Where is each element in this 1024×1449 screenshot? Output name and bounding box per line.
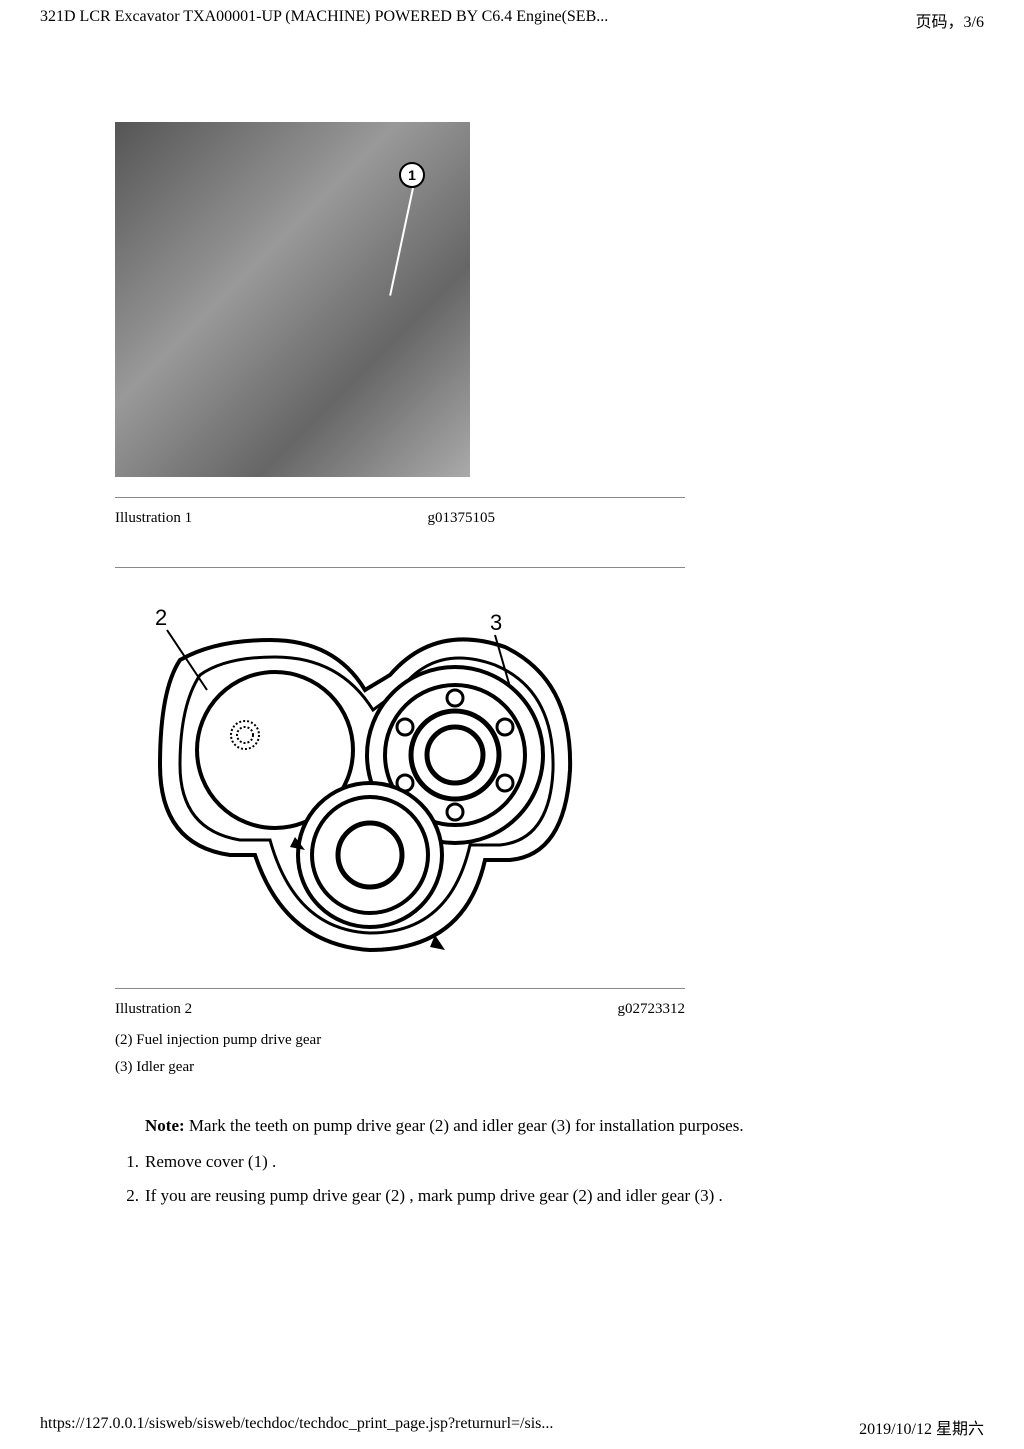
legend-item-2: (2) Fuel injection pump drive gear bbox=[115, 1032, 944, 1049]
steps-list: 1. Remove cover (1) . 2. If you are reus… bbox=[115, 1152, 944, 1206]
callout-1-bubble: 1 bbox=[399, 162, 425, 188]
page-header: 321D LCR Excavator TXA00001-UP (MACHINE)… bbox=[0, 0, 1024, 52]
step-1-text: Remove cover (1) . bbox=[145, 1152, 276, 1172]
illustration-1-photo: 1 bbox=[115, 122, 470, 477]
diagram-label-3: 3 bbox=[490, 610, 502, 635]
illustration-2-diagram: 2 3 bbox=[125, 595, 595, 965]
step-1: 1. Remove cover (1) . bbox=[115, 1152, 944, 1172]
bolt-hole bbox=[497, 775, 513, 791]
legend-item-3: (3) Idler gear bbox=[115, 1059, 944, 1076]
footer-url: https://127.0.0.1/sisweb/sisweb/techdoc/… bbox=[40, 1415, 553, 1439]
legend-list: (2) Fuel injection pump drive gear (3) I… bbox=[115, 1032, 944, 1076]
illustration-1-code: g01375105 bbox=[428, 510, 496, 527]
note-text: Note: Mark the teeth on pump drive gear … bbox=[145, 1116, 944, 1136]
divider bbox=[115, 988, 685, 989]
note-body: Mark the teeth on pump drive gear (2) an… bbox=[185, 1116, 744, 1135]
illustration-2-code: g02723312 bbox=[618, 1001, 686, 1018]
step-1-number: 1. bbox=[115, 1152, 145, 1172]
step-2-number: 2. bbox=[115, 1186, 145, 1206]
header-title: 321D LCR Excavator TXA00001-UP (MACHINE)… bbox=[40, 8, 608, 32]
illustration-1-label: Illustration 1 bbox=[115, 510, 192, 527]
divider bbox=[115, 497, 685, 498]
footer-date: 2019/10/12 星期六 bbox=[859, 1415, 984, 1439]
bolt-hole bbox=[447, 804, 463, 820]
step-2: 2. If you are reusing pump drive gear (2… bbox=[115, 1186, 944, 1206]
main-content: 1 Illustration 1 g01375105 2 3 bbox=[0, 122, 1024, 1206]
idler-gear-hub bbox=[427, 727, 483, 783]
note-bold: Note: bbox=[145, 1116, 185, 1135]
bolt-hole bbox=[497, 719, 513, 735]
lower-bore-hub bbox=[338, 823, 402, 887]
illustration-1-caption: Illustration 1 g01375105 bbox=[115, 510, 495, 527]
diagram-label-2: 2 bbox=[155, 605, 167, 630]
bolt-hole bbox=[397, 719, 413, 735]
illustration-2-caption: Illustration 2 g02723312 bbox=[115, 1001, 685, 1018]
figure-2-block: 2 3 bbox=[115, 580, 944, 1076]
illustration-2-label: Illustration 2 bbox=[115, 1001, 192, 1018]
bolt-hole bbox=[447, 690, 463, 706]
figure-1-block: 1 Illustration 1 g01375105 bbox=[115, 122, 944, 527]
callout-1-label: 1 bbox=[408, 167, 416, 183]
step-2-text: If you are reusing pump drive gear (2) ,… bbox=[145, 1186, 723, 1206]
header-page-number: 页码，3/6 bbox=[916, 8, 984, 32]
page-footer: https://127.0.0.1/sisweb/sisweb/techdoc/… bbox=[40, 1415, 984, 1439]
divider bbox=[115, 567, 685, 568]
